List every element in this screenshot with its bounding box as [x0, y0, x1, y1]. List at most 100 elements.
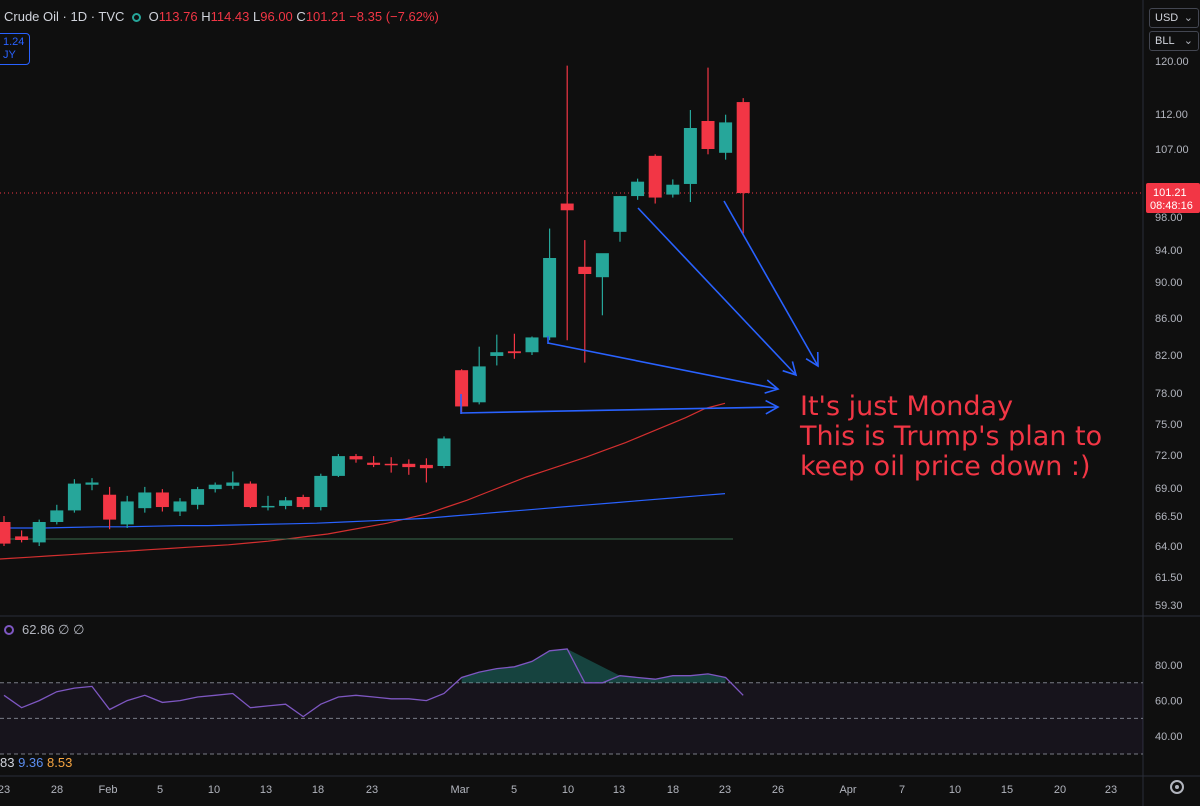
change-value: −8.35 (−7.62%) — [349, 9, 439, 24]
candle-body — [296, 496, 310, 508]
candle-body — [0, 522, 11, 544]
indicator-value-3: 8.53 — [47, 755, 73, 770]
high-value: 114.43 — [210, 9, 250, 24]
open-label: O — [148, 9, 159, 24]
candle-body — [155, 492, 169, 508]
candle-body — [543, 258, 557, 338]
left-indicator-label: JY — [3, 49, 16, 61]
candle-body — [67, 483, 81, 511]
gear-icon[interactable] — [1170, 780, 1184, 794]
chevron-down-icon: ⌄ — [1183, 35, 1193, 47]
currency-selector[interactable]: USD ⌄ — [1149, 8, 1199, 28]
candle-body — [349, 456, 363, 460]
candle-body — [472, 366, 486, 403]
candle-body — [507, 351, 521, 354]
candle-body — [50, 510, 64, 522]
indicator-value-2: 9.36 — [18, 755, 44, 770]
time-tick-label: 13 — [613, 784, 625, 796]
rsi-legend[interactable]: 62.86 ∅ ∅ — [4, 622, 84, 638]
price-tag-value: 101.21 — [1153, 187, 1187, 199]
arrow-head — [764, 379, 780, 394]
unit-selector[interactable]: BLL ⌄ — [1149, 31, 1199, 51]
candle-body — [701, 121, 715, 149]
candle-body — [226, 482, 240, 486]
high-label: H — [201, 9, 211, 24]
rsi-extra-1: ∅ — [58, 622, 70, 637]
time-tick-label: Feb — [99, 784, 118, 796]
time-tick-label: 28 — [51, 784, 63, 796]
time-tick-label: 18 — [312, 784, 324, 796]
time-tick-label: 15 — [1001, 784, 1013, 796]
arrow-shaft — [547, 342, 779, 390]
candle-body — [455, 370, 469, 407]
candle-body — [331, 456, 345, 476]
time-tick-label: 10 — [208, 784, 220, 796]
ma-blue-line — [0, 493, 726, 529]
annotation-line-2: This is Trump's plan to — [800, 421, 1103, 452]
candle-body — [402, 463, 416, 468]
candle-body — [32, 522, 46, 543]
price-tick-label: 66.50 — [1155, 511, 1183, 523]
candle-body — [261, 505, 275, 508]
time-tick-label: 5 — [511, 784, 517, 796]
time-tick-label: 10 — [949, 784, 961, 796]
left-indicator-box[interactable]: 1.24 JY — [0, 33, 30, 65]
low-label: L — [253, 9, 261, 24]
rsi-overbought-fill — [461, 649, 726, 683]
candle-body — [173, 501, 187, 512]
candle-body — [279, 500, 293, 506]
axes: 120.00 112.00 107.00 98.00 94.00 90.00 86.00 82… — [0, 56, 1200, 796]
candle-body — [85, 482, 99, 485]
price-tick-label: 112.00 — [1155, 109, 1188, 121]
close-value: 101.21 — [305, 9, 346, 24]
candle-body — [208, 484, 222, 490]
price-tick-label: 59.30 — [1155, 600, 1183, 612]
candle-body — [191, 489, 205, 505]
bottom-indicator-values: 83 9.36 8.53 — [0, 755, 72, 770]
time-tick-label: 18 — [667, 784, 679, 796]
rsi-indicator-icon — [4, 625, 14, 635]
rsi-tick-label: 80.00 — [1155, 660, 1183, 672]
market-status-icon — [132, 13, 142, 22]
price-tick-label: 120.00 — [1155, 56, 1189, 68]
rsi-line — [3, 648, 744, 718]
symbol-title[interactable]: Crude Oil · 1D · TVC — [4, 9, 125, 24]
close-label: C — [296, 9, 306, 24]
time-tick-label: 23 — [366, 784, 378, 796]
indicator-value-1: 83 — [0, 755, 15, 770]
candle-body — [683, 128, 697, 184]
candles-group — [0, 65, 750, 546]
time-tick-label: 5 — [157, 784, 163, 796]
candle-body — [631, 181, 645, 197]
time-tick-label: 20 — [1054, 784, 1066, 796]
price-tick-label: 82.00 — [1155, 350, 1183, 362]
annotation-line-1: It's just Monday — [800, 391, 1014, 422]
rsi-tick-label: 60.00 — [1155, 696, 1183, 708]
candle-body — [736, 102, 750, 194]
price-tick-label: 86.00 — [1155, 313, 1183, 325]
price-tick-label: 69.00 — [1155, 483, 1183, 495]
price-tick-label: 94.00 — [1155, 245, 1183, 257]
symbol-legend[interactable]: Crude Oil · 1D · TVC O113.76 H114.43 L96… — [4, 9, 439, 24]
price-tag-countdown: 08:48:16 — [1150, 200, 1193, 212]
candle-body — [367, 462, 381, 465]
arrow-head — [805, 351, 819, 368]
candle-body — [437, 438, 451, 466]
candle-body — [243, 483, 257, 508]
candle-body — [595, 253, 609, 278]
arrow-head — [782, 361, 798, 377]
candle-body — [648, 155, 662, 198]
price-tick-label: 107.00 — [1155, 144, 1189, 156]
price-tick-label: 72.00 — [1155, 450, 1183, 462]
candle-body — [613, 196, 627, 232]
moving-averages — [0, 402, 733, 560]
annotation-arrows — [460, 200, 819, 415]
rsi-value: 62.86 — [22, 622, 55, 637]
candle-body — [314, 475, 328, 508]
arrow-shaft — [637, 207, 797, 376]
candle-body — [120, 501, 134, 525]
ma-red-line — [0, 402, 726, 560]
